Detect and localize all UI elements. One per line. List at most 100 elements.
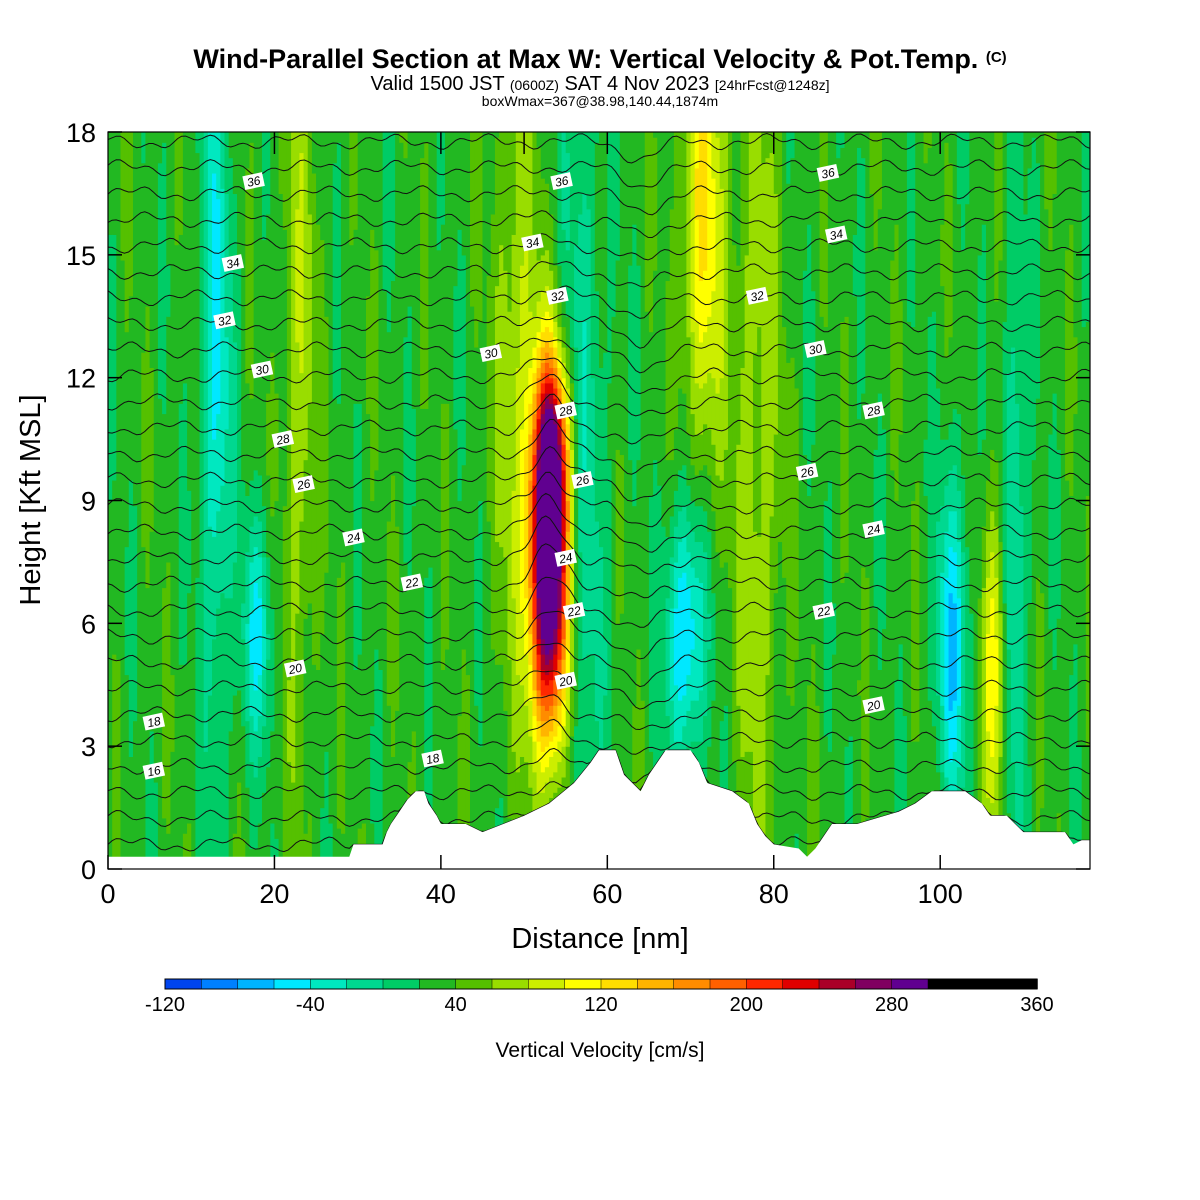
w-cell (977, 597, 983, 804)
w-cell (132, 505, 138, 722)
w-cell (257, 715, 263, 757)
chart-title-text: Wind-Parallel Section at Max W: Vertical… (193, 44, 979, 74)
w-cell (112, 480, 117, 655)
w-cell (902, 132, 908, 717)
w-cell (611, 132, 617, 317)
w-cell (856, 418, 862, 681)
w-cell (632, 224, 638, 507)
w-cell (299, 520, 305, 869)
w-cell (549, 694, 554, 706)
w-cell (952, 408, 958, 466)
theta-label-text: 28 (274, 431, 291, 448)
w-cell (544, 694, 550, 711)
w-cell (128, 132, 134, 297)
w-cell (956, 597, 962, 706)
x-tick-label: 60 (592, 879, 622, 909)
theta-label-bg (812, 602, 835, 620)
w-cell (108, 500, 113, 869)
theta-label-text: 28 (557, 403, 574, 420)
w-cell (187, 592, 192, 824)
w-cell (603, 352, 608, 640)
w-cell (574, 418, 579, 727)
w-cell (682, 393, 687, 466)
w-cell (544, 746, 550, 768)
w-cell (873, 607, 879, 869)
w-cell (703, 510, 708, 553)
colorbar-swatch (709, 978, 748, 990)
w-cell (124, 132, 130, 333)
w-cell (1069, 224, 1074, 496)
w-cell (524, 244, 529, 389)
w-cell (365, 295, 371, 415)
w-cell (694, 433, 700, 476)
w-cell (981, 526, 987, 589)
w-cell (228, 157, 234, 271)
w-cell (615, 623, 621, 855)
w-cell (511, 234, 517, 491)
theta-label: 20 (862, 696, 885, 714)
w-cell (802, 454, 808, 869)
w-cell (532, 643, 538, 670)
w-cell (948, 592, 954, 711)
w-cell (349, 244, 355, 869)
w-cell (286, 761, 292, 869)
w-cell (748, 132, 754, 752)
w-cell (157, 162, 163, 399)
w-cell (212, 638, 217, 869)
w-cell (370, 132, 375, 230)
w-cell (1077, 746, 1083, 845)
w-cell (952, 510, 958, 553)
w-cell (561, 659, 567, 681)
w-cell (827, 132, 833, 481)
theta-label-text: 32 (550, 288, 566, 305)
w-cell (549, 382, 554, 394)
w-cell (528, 433, 534, 481)
w-cell (1065, 132, 1070, 251)
w-cell (956, 203, 962, 415)
w-cell (936, 520, 941, 696)
w-cell (948, 336, 954, 425)
w-cell (961, 132, 966, 251)
theta-label: 30 (804, 340, 827, 358)
w-cell (844, 316, 850, 573)
w-cell (927, 700, 933, 869)
w-cell (1006, 132, 1012, 374)
w-cell (682, 536, 687, 573)
w-cell (253, 132, 259, 471)
w-cell (307, 812, 313, 869)
w-cell (965, 203, 970, 548)
theta-label-text: 24 (557, 550, 574, 567)
w-cell (553, 265, 558, 302)
w-cell (515, 132, 521, 369)
w-cell (149, 367, 155, 532)
w-cell (665, 459, 671, 537)
w-cell (948, 710, 954, 763)
w-cell (985, 132, 991, 481)
w-cell (112, 132, 117, 235)
w-cell (236, 259, 242, 691)
w-cell (686, 485, 692, 522)
w-cell (565, 152, 571, 251)
w-cell (948, 132, 954, 164)
w-cell (1010, 761, 1016, 869)
w-cell (694, 577, 700, 701)
theta-label-text: 22 (403, 575, 420, 592)
w-cell (465, 674, 471, 869)
colorbar-swatch (927, 978, 966, 990)
w-cell (877, 669, 883, 869)
theta-contour-line (108, 210, 1090, 239)
w-cell (599, 367, 604, 548)
w-cell (212, 172, 217, 440)
w-cell (561, 377, 567, 389)
w-cell (494, 664, 500, 809)
w-cell (320, 239, 325, 635)
w-cell (981, 587, 987, 814)
w-cell (832, 602, 837, 655)
theta-label: 20 (554, 671, 577, 690)
w-cell (253, 546, 259, 583)
w-cell (424, 577, 429, 829)
w-cell (536, 393, 542, 409)
colorbar: -120 -40 40 120 200 280 360 (145, 978, 1054, 1016)
theta-contour-line (108, 393, 1090, 445)
w-cell (1027, 167, 1033, 604)
